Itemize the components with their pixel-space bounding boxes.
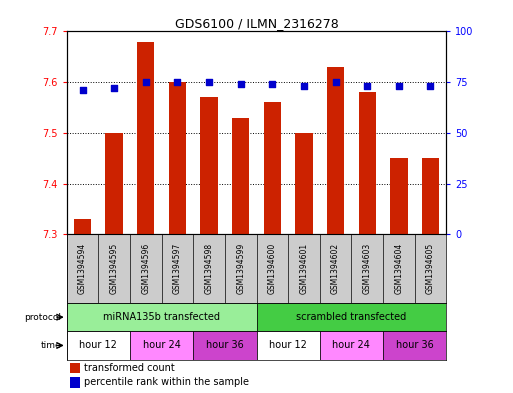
Bar: [70, 377, 80, 387]
Text: GSM1394601: GSM1394601: [300, 243, 308, 294]
Text: transformed count: transformed count: [84, 363, 174, 373]
Text: GSM1394597: GSM1394597: [173, 243, 182, 294]
Bar: [137, 42, 154, 234]
Bar: [70, 362, 80, 373]
Bar: [67, 331, 130, 360]
Bar: [256, 303, 446, 331]
Point: [268, 81, 277, 87]
Point: [331, 79, 340, 85]
Text: GSM1394596: GSM1394596: [141, 243, 150, 294]
Bar: [359, 92, 376, 234]
Text: GSM1394602: GSM1394602: [331, 243, 340, 294]
Point: [300, 83, 308, 89]
Text: GSM1394594: GSM1394594: [78, 243, 87, 294]
Point: [110, 85, 118, 91]
Bar: [67, 303, 256, 331]
Point: [142, 79, 150, 85]
Bar: [130, 331, 193, 360]
Text: hour 24: hour 24: [332, 340, 370, 351]
Text: hour 12: hour 12: [80, 340, 117, 351]
Title: GDS6100 / ILMN_2316278: GDS6100 / ILMN_2316278: [174, 17, 339, 30]
Bar: [74, 219, 91, 234]
Text: hour 36: hour 36: [206, 340, 244, 351]
Bar: [201, 97, 218, 234]
Text: GSM1394598: GSM1394598: [205, 243, 213, 294]
Bar: [106, 133, 123, 234]
Bar: [390, 158, 407, 234]
Point: [236, 81, 245, 87]
Bar: [232, 118, 249, 234]
Bar: [169, 82, 186, 234]
Point: [205, 79, 213, 85]
Text: GSM1394600: GSM1394600: [268, 243, 277, 294]
Bar: [264, 103, 281, 234]
Bar: [256, 331, 320, 360]
Text: percentile rank within the sample: percentile rank within the sample: [84, 377, 249, 387]
Text: time: time: [41, 341, 62, 350]
Text: scrambled transfected: scrambled transfected: [297, 312, 406, 322]
Bar: [193, 331, 256, 360]
Text: hour 12: hour 12: [269, 340, 307, 351]
Bar: [327, 67, 344, 234]
Text: GSM1394605: GSM1394605: [426, 243, 435, 294]
Text: hour 36: hour 36: [396, 340, 433, 351]
Bar: [383, 331, 446, 360]
Text: GSM1394603: GSM1394603: [363, 243, 372, 294]
Point: [394, 83, 403, 89]
Text: protocol: protocol: [25, 313, 62, 321]
Point: [363, 83, 371, 89]
Text: GSM1394595: GSM1394595: [110, 243, 119, 294]
Bar: [422, 158, 439, 234]
Text: miRNA135b transfected: miRNA135b transfected: [103, 312, 220, 322]
Point: [426, 83, 435, 89]
Bar: [320, 331, 383, 360]
Bar: [295, 133, 312, 234]
Text: GSM1394599: GSM1394599: [236, 243, 245, 294]
Text: GSM1394604: GSM1394604: [394, 243, 403, 294]
Text: hour 24: hour 24: [143, 340, 181, 351]
Point: [173, 79, 182, 85]
Point: [78, 87, 87, 94]
